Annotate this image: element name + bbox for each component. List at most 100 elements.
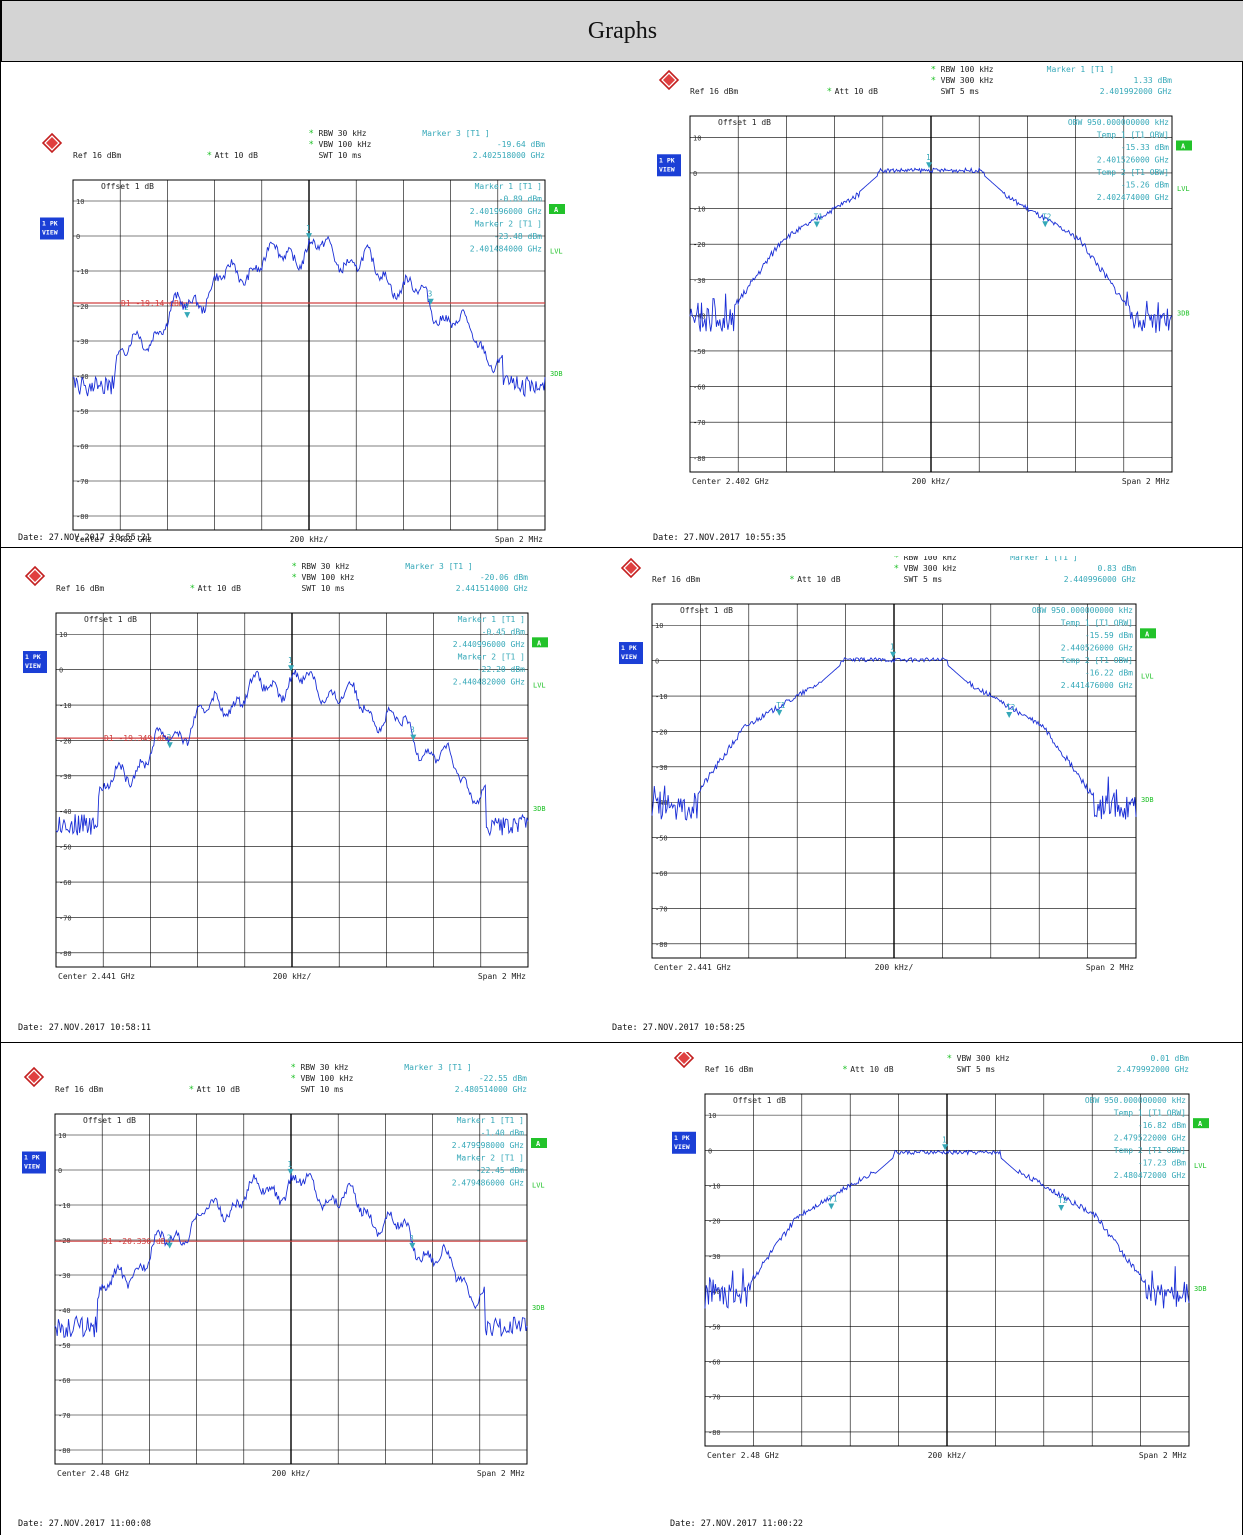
rbw-label: RBW 30 kHz [318,129,366,138]
y-tick-label: -10 [59,702,72,710]
inner-readout: 2.402474000 GHz [1097,193,1169,202]
swt-label: SWT 5 ms [904,575,943,584]
marker-point [166,1242,173,1249]
per-div-label: 200 kHz/ [912,477,951,486]
inner-readout: Temp 2 [T1 OBW] [1114,1146,1186,1155]
vbw-label: VBW 100 kHz [300,1074,353,1083]
center-freq-label: Center 2.441 GHz [654,963,731,972]
marker-readout: 2.401992000 GHz [1100,87,1172,96]
rohde-schwarz-logo-icon [23,1066,45,1088]
inner-readout: 2.440482000 GHz [453,678,525,687]
inner-readout: 2.401996000 GHz [470,207,542,216]
page-title: Graphs [587,17,658,44]
inner-readout: Temp 1 [T1 OBW] [1114,1109,1186,1118]
att-star: * [842,1065,847,1075]
y-tick-label: -20 [693,241,706,249]
inner-readout: Marker 1 [T1 ] [458,615,525,624]
center-freq-label: Center 2.48 GHz [57,1469,129,1478]
per-div-label: 200 kHz/ [273,972,312,981]
display-line-label: D1 -19.14 dBm [121,299,184,308]
row-divider [1,1042,1243,1043]
a-badge-bg [1176,140,1192,151]
marker-point [166,742,173,749]
marker-label: 2 [184,303,189,312]
y-tick-label: 10 [655,622,663,630]
inner-readout: -17.23 dBm [1138,1159,1186,1168]
rbw-star: * [894,556,899,563]
display-line-label: D1 -19.349 dBm [104,734,172,743]
inner-readout: Temp 1 [T1 OBW] [1097,131,1169,140]
marker-point [409,1242,416,1249]
y-tick-label: -60 [655,870,668,878]
per-div-label: 200 kHz/ [928,1451,967,1460]
a-badge: A [532,637,548,648]
y-tick-label: 0 [655,658,659,666]
y-tick-label: -10 [655,693,668,701]
y-tick-label: -20 [655,728,668,736]
marker-readout: -20.06 dBm [480,573,528,582]
marker-label: 1 [306,224,311,233]
spectrum-trace [55,669,529,837]
att-label: Att 10 dB [797,575,841,584]
rohde-schwarz-logo-icon [41,132,63,154]
marker-readout: 2.440996000 GHz [1064,575,1136,584]
inner-readout: Temp 1 [T1 OBW] [1061,619,1133,628]
marker-point [184,312,191,319]
rbw-label: RBW 100 kHz [904,556,957,562]
marker-point [306,233,312,240]
y-tick-label: -30 [58,1272,71,1280]
marker-point [942,1144,949,1151]
date-stamp: Date: 27.NOV.2017 11:00:22 [670,1519,803,1529]
a-badge-bg [1140,628,1156,639]
rohde-schwarz-logo-icon [620,557,642,579]
marker-readout: 2.402518000 GHz [473,151,545,160]
marker-readout: Marker 3 [T1 ] [404,1063,471,1072]
y-tick-label: -50 [708,1323,721,1331]
db3-badge: 3DB [1177,309,1190,317]
lvl-badge: LVL [1194,1162,1207,1170]
y-tick-label: -70 [58,1412,71,1420]
rbw-star: * [308,129,313,139]
marker-readout: 0.83 dBm [1097,564,1136,573]
inner-readout: -23.48 dBm [494,232,542,241]
marker-readout: Marker 1 [T1 ] [1010,556,1077,562]
inner-readout: Marker 1 [T1 ] [457,1116,524,1125]
y-tick-label: -60 [693,384,706,392]
vbw-star: * [290,1074,295,1084]
spectrum-plot-r1-right: * RBW 100 kHz * VBW 300 kHz SWT 5 ms Ref 16 d… [650,65,1240,550]
row-divider [1,547,1243,548]
y-tick-label: 0 [708,1147,712,1155]
date-stamp: Date: 27.NOV.2017 10:55:21 [18,533,151,543]
swt-label: SWT 5 ms [957,1065,996,1074]
spectrum-plot-r3-left: * RBW 30 kHz * VBW 100 kHz SWT 10 ms Ref 16 d… [18,1052,618,1536]
y-tick-label: 0 [58,1167,62,1175]
lvl-badge: LVL [532,1182,545,1190]
y-tick-label: -10 [58,1202,71,1210]
vbw-label: VBW 100 kHz [301,573,354,582]
rohde-schwarz-logo-icon [673,1047,695,1069]
a-badge: A [531,1138,547,1148]
logo-diamond-inner [678,1052,690,1064]
marker-readout: -22.55 dBm [479,1074,527,1083]
db3-badge: 3DB [1194,1285,1207,1293]
inner-readout: 2.401484000 GHz [470,245,542,254]
date-stamp: Date: 27.NOV.2017 10:55:35 [653,533,786,543]
y-tick-label: -60 [708,1359,721,1367]
span-label: Span 2 MHz [495,535,543,544]
att-star: * [207,151,212,161]
y-tick-label: 0 [59,667,63,675]
marker-label: 1 [288,1160,293,1169]
vbw-label: VBW 300 kHz [904,564,957,573]
inner-readout: Temp 2 [T1 OBW] [1061,656,1133,665]
trace-badge-text: 1 PK [659,156,675,164]
logo-diamond-inner [663,74,675,86]
inner-readout: Marker 2 [T1 ] [457,1154,524,1163]
trace-badge-text: 1 PK [674,1134,690,1142]
inner-readout: OBW 950.000000000 kHz [1085,1096,1186,1105]
marker-label: 1 [926,153,931,162]
spectrum-trace [689,166,1173,333]
inner-readout: OBW 950.000000000 kHz [1068,118,1169,127]
y-tick-label: -70 [59,914,72,922]
